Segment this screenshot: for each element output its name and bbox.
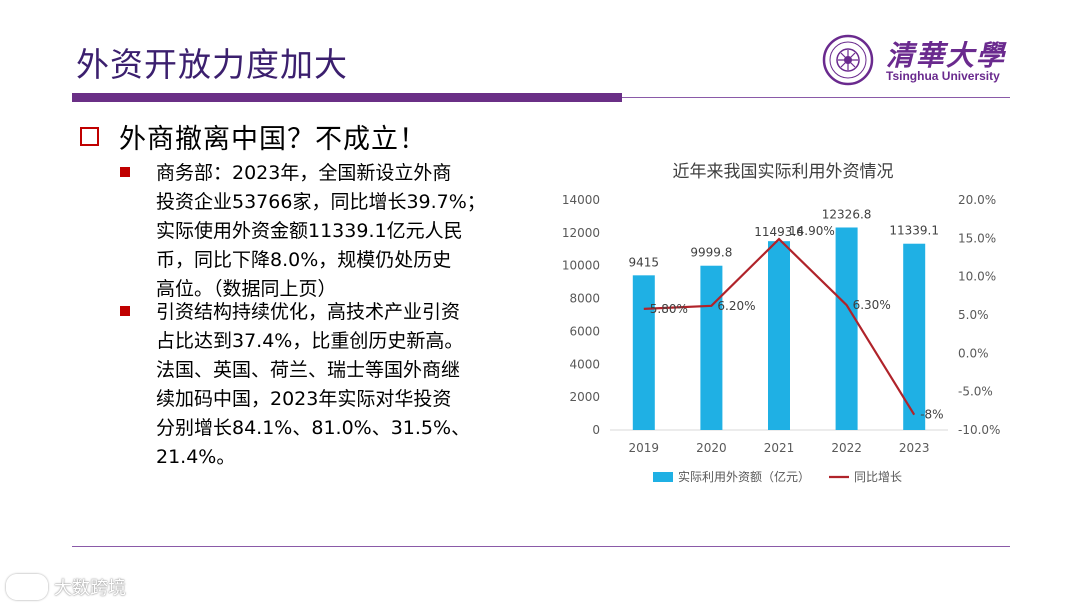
bar-2019	[632, 275, 655, 430]
bar-data-label: 12326.8	[822, 207, 872, 221]
fdi-chart: 近年来我国实际利用外资情况 0 2000 4000 6000 8000 10000 12000…	[562, 162, 1001, 484]
legend-bar-label: 实际利用外资额（亿元）	[678, 469, 810, 484]
y-left-tick-label: 4000	[569, 357, 600, 371]
x-tick-label: 2020	[696, 441, 727, 455]
line-data-label: 5.80%	[650, 302, 688, 316]
y-left-tick-label: 0	[592, 423, 600, 437]
line-data-label: -8%	[920, 408, 943, 422]
tsinghua-logo: 清華大學 Tsinghua University	[822, 34, 1022, 88]
y-right-tick-label: 20.0%	[958, 193, 996, 207]
y-right-tick-label: 5.0%	[958, 308, 989, 322]
bar-2021	[768, 241, 790, 430]
y-right-tick-label: 0.0%	[958, 346, 989, 360]
y-left-tick-label: 10000	[562, 259, 600, 273]
bullet-square-icon	[120, 167, 130, 177]
legend-line-label: 同比增长	[854, 470, 902, 484]
bar-2023	[903, 243, 926, 430]
line-data-label: 6.30%	[853, 298, 891, 312]
bullet-item: 商务部：2023年，全国新设立外商 投资企业53766家，同比增长39.7%； …	[120, 159, 528, 304]
bar-data-label: 9415	[629, 255, 660, 269]
x-tick-label: 2021	[764, 441, 795, 455]
watermark: 大数跨境	[6, 574, 126, 600]
y-right-tick-label: -10.0%	[958, 423, 1000, 437]
chart-title: 近年来我国实际利用外资情况	[673, 162, 894, 182]
y-left-tick-label: 2000	[569, 390, 600, 404]
y-left-tick-label: 14000	[562, 193, 600, 207]
bar-2022	[835, 227, 858, 430]
legend-bar-swatch	[653, 472, 673, 482]
line-data-label: 14.90%	[789, 224, 835, 238]
title-underline-thin	[622, 97, 1010, 98]
title-underline	[72, 93, 622, 102]
x-tick-label: 2019	[629, 441, 660, 455]
y-right-tick-label: 10.0%	[958, 270, 996, 284]
line-data-label: 6.20%	[717, 299, 755, 313]
section-heading: 外商撤离中国？不成立！	[80, 117, 427, 156]
watermark-logo-icon	[6, 574, 48, 600]
bar-data-label: 11493.6	[754, 225, 804, 239]
heading-text: 外商撤离中国？不成立！	[119, 124, 427, 155]
bullet-square-icon	[120, 306, 130, 316]
logo-chinese: 清華大學	[886, 39, 1007, 72]
watermark-text: 大数跨境	[54, 578, 126, 599]
y-right-tick-label: -5.0%	[958, 385, 993, 399]
y-left-tick-label: 6000	[569, 324, 600, 338]
footer-rule	[72, 546, 1010, 547]
bullet-item: 引资结构持续优化，高技术产业引资 占比达到37.4%，比重创历史新高。 法国、英…	[120, 298, 528, 472]
bar-data-label: 9999.8	[690, 246, 732, 260]
checkbox-icon	[80, 127, 99, 146]
slide-title: 外资开放力度加大	[76, 45, 348, 84]
bar-data-label: 11339.1	[889, 224, 939, 238]
y-right-tick-label: 15.0%	[958, 231, 996, 245]
bullet-text: 商务部：2023年，全国新设立外商 投资企业53766家，同比增长39.7%； …	[156, 162, 486, 300]
growth-line	[643, 237, 916, 416]
y-left-tick-label: 8000	[569, 292, 600, 306]
bar-2020	[700, 265, 723, 430]
x-tick-label: 2023	[899, 441, 930, 455]
y-left-tick-label: 12000	[562, 226, 600, 240]
logo-english: Tsinghua University	[886, 69, 1000, 83]
tsinghua-seal-icon	[822, 34, 874, 86]
bullet-text: 引资结构持续优化，高技术产业引资 占比达到37.4%，比重创历史新高。 法国、英…	[156, 301, 471, 468]
x-tick-label: 2022	[831, 441, 862, 455]
